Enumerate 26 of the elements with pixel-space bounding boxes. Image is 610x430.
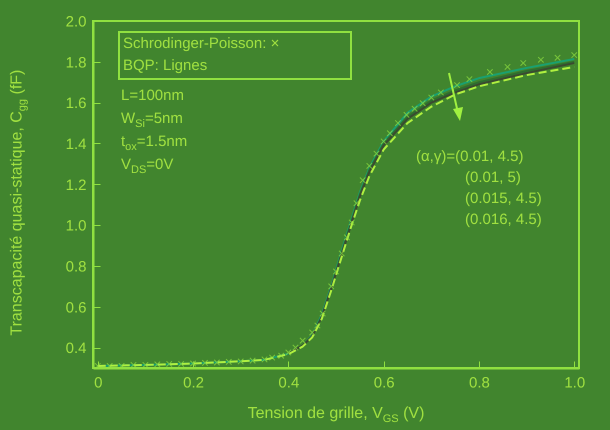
annotation: (α,γ)=(0.01, 4.5) (416, 148, 524, 166)
y-tick-label: 0.6 (66, 299, 86, 316)
x-tick-label: 0.6 (374, 374, 395, 392)
x-tick-label: 0.2 (183, 374, 204, 392)
annotation: (0.015, 4.5) (465, 190, 542, 208)
y-tick-label: 1.8 (66, 54, 86, 72)
x-axis-title: Tension de grille, V$_{GS}$ (V) (246, 405, 426, 428)
annotation: BQP: Lignes (123, 57, 208, 75)
y-tick-label: 0.4 (66, 340, 86, 358)
annotation: V$_{DS}$=0V (121, 156, 174, 178)
x-tick-label: 0.8 (469, 374, 490, 392)
x-tick-label: 1.0 (564, 374, 586, 392)
annotation: W$_{Si}$=5nm (121, 110, 183, 132)
annotation: Schrodinger-Poisson: × (123, 35, 280, 53)
annotation: (0.016, 4.5) (465, 211, 542, 229)
annotation: (0.01, 5) (465, 169, 521, 187)
y-tick-label: 1.6 (66, 95, 86, 112)
y-tick-label: 2.0 (66, 14, 86, 30)
x-tick-label: 0 (94, 374, 102, 392)
x-tick-label: 0.4 (278, 374, 300, 392)
y-tick-label: 1.0 (66, 218, 86, 235)
y-tick-label: 0.8 (66, 258, 86, 276)
y-tick-label: 1.4 (66, 136, 86, 153)
y-tick-label: 1.2 (66, 176, 86, 194)
annotation: t$_{ox}$=1.5nm (121, 133, 188, 155)
annotation: L=100nm (121, 87, 184, 105)
